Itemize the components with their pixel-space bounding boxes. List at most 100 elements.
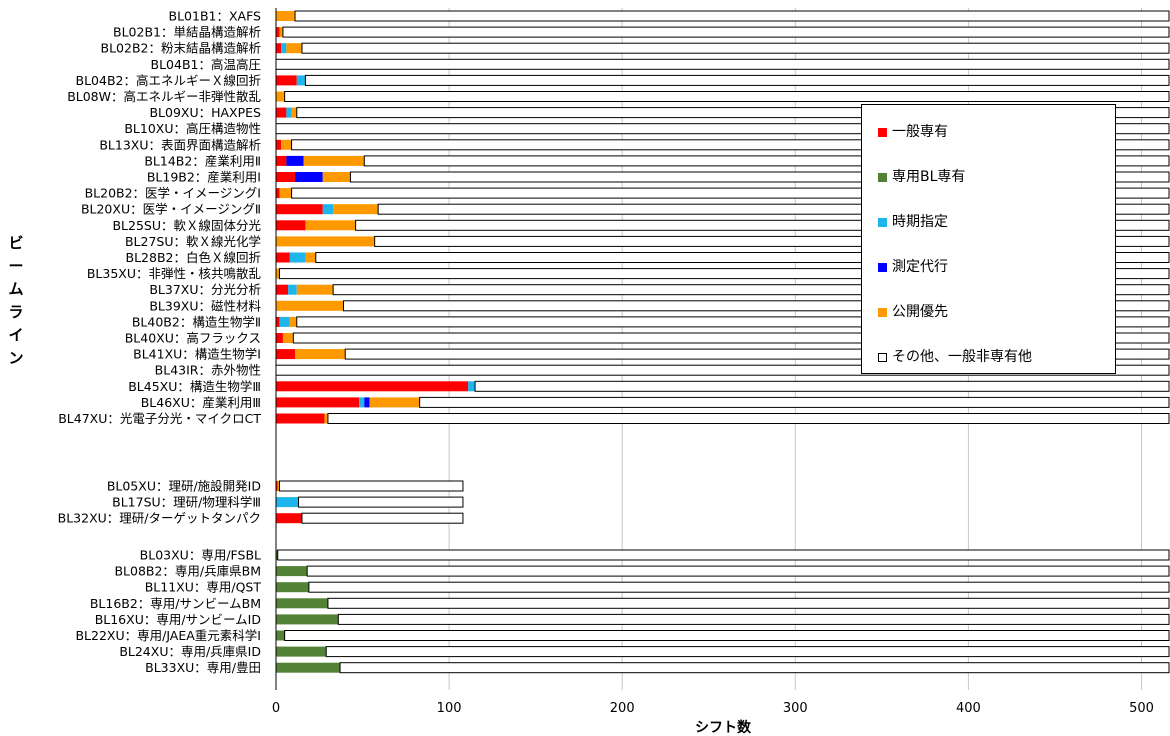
bar-segment-g1-r2-s0 bbox=[276, 513, 302, 524]
legend-item-2: 時期指定 bbox=[878, 211, 948, 231]
bar-segment-g0-r12-s5 bbox=[377, 203, 1170, 215]
bar-segment-g2-r2-s1 bbox=[276, 582, 309, 593]
bar-segment-g1-r2-s5 bbox=[301, 512, 464, 524]
bar-segment-g0-r10-s0 bbox=[276, 172, 296, 182]
tick-label-g0-r14: BL27SU：軟Ｘ線光化学 bbox=[125, 234, 261, 249]
bar-segment-g0-r17-s2 bbox=[288, 284, 297, 295]
bar-segment-g0-r25-s5 bbox=[327, 413, 1170, 424]
bar-segment-g0-r12-s2 bbox=[322, 204, 334, 215]
bar-segment-g0-r1-s4 bbox=[279, 27, 283, 38]
tick-label-g0-r25: BL47XU：光電子分光・マイクロCT bbox=[58, 411, 261, 426]
bar-segment-g0-r20-s0 bbox=[276, 333, 283, 343]
bar-segment-g2-r3-s1 bbox=[276, 598, 328, 609]
bar-segment-g0-r13-s4 bbox=[305, 220, 356, 231]
tick-label-g0-r6: BL09XU：HAXPES bbox=[149, 105, 261, 120]
tick-label-g0-r23: BL45XU：構造生物学Ⅲ bbox=[128, 379, 261, 394]
bar-segment-g0-r15-s2 bbox=[289, 252, 306, 263]
x-tick-label-1: 100 bbox=[437, 701, 462, 716]
bar-segment-g0-r24-s4 bbox=[369, 397, 420, 408]
bar-segment-g0-r5-s5 bbox=[284, 91, 1170, 102]
bar-segment-g0-r4-s0 bbox=[276, 75, 297, 86]
tick-label-g0-r12: BL20XU：医学・イメージングⅡ bbox=[81, 202, 261, 217]
tick-label-g0-r17: BL37XU：分光分析 bbox=[149, 282, 261, 297]
tick-label-g2-r1: BL08B2：専用/兵庫県BM bbox=[114, 564, 261, 579]
tick-label-g0-r4: BL04B2：高エネルギーＸ線回折 bbox=[76, 73, 261, 88]
bar-segment-g1-r1-s2 bbox=[276, 497, 299, 508]
bar-segment-g2-r4-s5 bbox=[337, 613, 1170, 625]
bar-segment-g0-r6-s0 bbox=[276, 107, 287, 118]
tick-label-g1-r2: BL32XU：理研/ターゲットタンパク bbox=[58, 511, 261, 526]
bar-segment-g0-r9-s5 bbox=[363, 155, 1170, 167]
bar-segment-g0-r20-s4 bbox=[282, 333, 294, 343]
legend: 一般専有 専用BL専有 時期指定 測定代行 公開優先 その他、一般非専有他 bbox=[861, 104, 1116, 374]
bar-segment-g0-r23-s5 bbox=[474, 380, 1170, 392]
legend-label-1: 専用BL専有 bbox=[892, 169, 966, 185]
bar-segment-g0-r6-s2 bbox=[286, 107, 292, 118]
bar-segment-g0-r14-s4 bbox=[276, 236, 375, 247]
tick-label-g2-r4: BL16XU：専用/サンビームID bbox=[95, 612, 261, 627]
bar-segment-g0-r21-s5 bbox=[344, 348, 1170, 360]
tick-label-g0-r18: BL39XU：磁性材料 bbox=[149, 298, 261, 313]
tick-label-g2-r0: BL03XU：専用/FSBL bbox=[140, 548, 261, 563]
tick-label-g2-r7: BL33XU：専用/豊田 bbox=[145, 660, 261, 675]
legend-item-4: 公開優先 bbox=[878, 301, 948, 321]
bar-segment-g0-r4-s2 bbox=[296, 75, 306, 86]
bar-segment-g0-r21-s4 bbox=[295, 349, 346, 360]
bar-segment-g2-r6-s1 bbox=[276, 646, 327, 657]
bar-segment-g0-r8-s0 bbox=[276, 139, 282, 150]
bar-segment-g0-r12-s4 bbox=[333, 204, 379, 215]
bar-segment-g0-r6-s5 bbox=[296, 107, 1170, 119]
bar-segment-g0-r0-s5 bbox=[294, 10, 1170, 22]
bar-segment-g0-r10-s3 bbox=[295, 172, 323, 182]
tick-label-g1-r1: BL17SU：理研/物理科学Ⅲ bbox=[112, 495, 261, 510]
bar-segment-g0-r17-s4 bbox=[296, 284, 334, 295]
bar-segment-g0-r2-s0 bbox=[276, 43, 282, 54]
bar-segment-g0-r24-s5 bbox=[419, 396, 1170, 408]
tick-label-g0-r21: BL41XU：構造生物学Ⅰ bbox=[133, 347, 261, 362]
bar-segment-g0-r11-s5 bbox=[291, 187, 1170, 199]
bar-segment-g0-r24-s0 bbox=[276, 397, 360, 408]
bar-segment-g0-r2-s2 bbox=[281, 43, 287, 54]
tick-label-g0-r9: BL14B2：産業利用Ⅱ bbox=[144, 153, 261, 168]
tick-label-g0-r0: BL01B1：XAFS bbox=[169, 9, 262, 24]
bar-segment-g0-r11-s0 bbox=[276, 188, 280, 199]
bar-segment-g0-r12-s0 bbox=[276, 204, 323, 215]
bar-segment-g2-r0-s5 bbox=[277, 549, 1170, 561]
bar-segment-g2-r6-s5 bbox=[325, 646, 1170, 658]
tick-label-g0-r13: BL25SU：軟Ｘ線固体分光 bbox=[112, 218, 261, 233]
bar-segment-g0-r16-s5 bbox=[278, 268, 1170, 280]
x-axis-label: シフト数 bbox=[695, 719, 752, 736]
legend-item-1: 専用BL専有 bbox=[878, 166, 965, 186]
bar-segment-g1-r0-s0 bbox=[276, 481, 278, 491]
tick-label-g0-r16: BL35XU：非弾性・核共鳴散乱 bbox=[87, 266, 261, 281]
bar-segment-g0-r17-s0 bbox=[276, 284, 289, 295]
tick-label-g2-r3: BL16B2：専用/サンビームBM bbox=[90, 596, 261, 611]
bar-segment-g2-r5-s5 bbox=[284, 630, 1170, 641]
tick-label-g0-r22: BL43IR：赤外物性 bbox=[155, 363, 261, 378]
bar-segment-g0-r20-s5 bbox=[292, 332, 1170, 344]
bar-segment-g0-r24-s2 bbox=[359, 397, 365, 408]
bar-segment-g0-r13-s5 bbox=[355, 219, 1170, 231]
bar-segment-g0-r19-s4 bbox=[289, 316, 297, 327]
tick-label-g0-r8: BL13XU：表面界面構造解析 bbox=[99, 137, 261, 152]
tick-label-g0-r3: BL04B1：高温高圧 bbox=[151, 57, 261, 72]
bar-segment-g0-r4-s5 bbox=[304, 74, 1170, 86]
x-tick-label-3: 300 bbox=[783, 701, 808, 716]
y-axis-label: ビームライン bbox=[8, 234, 24, 367]
bar-segment-g2-r1-s5 bbox=[306, 565, 1170, 577]
bar-segment-g0-r25-s4 bbox=[324, 413, 328, 424]
bar-segment-g0-r23-s2 bbox=[468, 381, 476, 392]
legend-swatch-1 bbox=[878, 172, 887, 182]
bar-segment-g0-r24-s3 bbox=[364, 397, 370, 408]
bar-segment-g0-r14-s5 bbox=[374, 235, 1170, 247]
tick-label-g0-r1: BL02B1：単結晶構造解析 bbox=[113, 25, 261, 40]
legend-swatch-4 bbox=[878, 307, 887, 317]
bar-segment-g0-r13-s0 bbox=[276, 220, 306, 231]
bar-segment-g2-r0-s1 bbox=[276, 550, 278, 560]
bar-segment-g1-r0-s4 bbox=[277, 481, 280, 491]
bar-segment-g0-r11-s4 bbox=[279, 188, 292, 199]
legend-item-5: その他、一般非専有他 bbox=[878, 346, 1032, 366]
tick-label-g2-r6: BL24XU：専用/兵庫県ID bbox=[119, 644, 261, 659]
bar-segment-g0-r23-s0 bbox=[276, 381, 469, 392]
legend-swatch-2 bbox=[878, 217, 887, 227]
